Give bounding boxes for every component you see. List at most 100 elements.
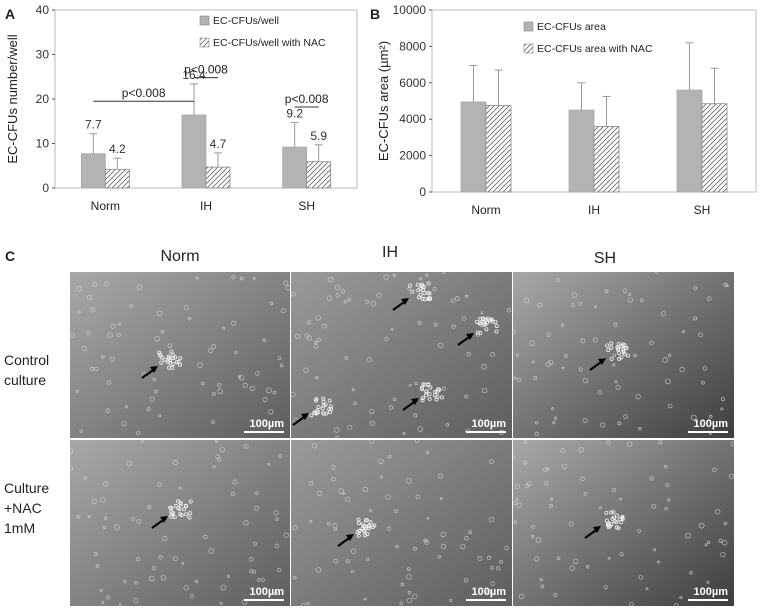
chart-panel-b: 0 2000 4000 6000 8000 10000 EC-CFUs area (µm²)… (376, 3, 757, 217)
cell-dot (718, 538, 723, 543)
colony-cell (178, 502, 183, 507)
cell-dot (437, 554, 442, 559)
colony-cell (426, 281, 431, 286)
colony-cell (360, 522, 365, 527)
legend-label: EC-CFUs area with NAC (537, 43, 653, 55)
cell-dot (623, 414, 628, 419)
cell-dot (244, 444, 249, 449)
cell-dot (572, 558, 579, 564)
colony-cell (616, 526, 621, 531)
cell-dot (303, 367, 309, 373)
cell-dot (600, 422, 606, 428)
cell-dot (622, 288, 628, 293)
cell-dot (262, 396, 268, 403)
cell-dot (438, 342, 444, 348)
colony-cell (493, 319, 498, 324)
cell-dot (633, 353, 637, 358)
cell-dot (378, 458, 384, 464)
colony-cell (360, 526, 365, 531)
cell-dot (524, 483, 530, 488)
cell-dot (441, 543, 447, 549)
cell-dot (116, 332, 121, 337)
cell-dot (277, 356, 282, 360)
arrow-head (598, 358, 606, 365)
cell-dot (136, 519, 141, 524)
cell-dot (70, 333, 75, 338)
cell-dot (606, 440, 611, 445)
cell-dot (315, 567, 322, 573)
cell-dot (220, 584, 227, 591)
cell-dot (619, 552, 624, 557)
cell-dot (136, 284, 143, 291)
cell-dot (301, 603, 307, 606)
cell-dot (330, 465, 336, 470)
cell-dot (181, 562, 185, 565)
column-header-sh: SH (593, 250, 617, 267)
colony-cell (616, 346, 621, 351)
cell-dot (129, 303, 134, 309)
cell-dot (239, 276, 244, 281)
cell-dot (560, 323, 565, 328)
y-tick-label: 30 (36, 48, 50, 62)
cell-dot (513, 455, 515, 459)
cell-dot (665, 483, 670, 488)
cell-dot (162, 535, 168, 541)
cell-dot (187, 316, 192, 321)
cell-dot (252, 276, 256, 280)
cell-dot (425, 273, 429, 277)
cell-dot (702, 366, 708, 371)
cell-dot (486, 589, 491, 595)
cell-dot (656, 560, 660, 564)
micrograph-background (291, 440, 512, 606)
scale-label: 100µm (471, 586, 506, 598)
row-header-nac-line: +NAC (4, 500, 42, 516)
cell-dot (227, 574, 230, 578)
panel-letter-a: A (5, 6, 16, 22)
colony-cell (477, 321, 482, 326)
cell-dot (534, 556, 540, 562)
colony-cell (424, 389, 429, 394)
cell-dot (649, 476, 654, 481)
cell-dot (102, 525, 107, 530)
scale-label: 100µm (471, 418, 506, 430)
cell-dot (158, 414, 162, 418)
cell-dot (217, 383, 222, 388)
cell-dot (515, 497, 519, 502)
cell-dot (645, 587, 649, 591)
cell-dot (531, 524, 535, 529)
cell-dot (594, 305, 598, 309)
colony-cell (426, 382, 431, 387)
cell-dot (523, 460, 528, 465)
cell-dot (577, 301, 582, 306)
cell-dot (627, 441, 633, 447)
cell-dot (612, 363, 616, 367)
row-header-nac: Culture +NAC 1mM (4, 478, 70, 538)
data-label: 4.7 (210, 137, 227, 151)
bar (104, 168, 130, 189)
cell-dot (425, 450, 430, 454)
cell-dot (70, 448, 74, 454)
cell-dot (315, 376, 319, 380)
cell-dot (651, 503, 657, 509)
scale-label: 100µm (693, 418, 728, 430)
cell-dot (720, 397, 725, 402)
cell-dot (693, 316, 698, 321)
colony-cell (481, 322, 486, 327)
y-tick-label: 10 (36, 137, 50, 151)
cell-dot (406, 574, 412, 580)
arrow-head (160, 516, 168, 523)
colony-cell (188, 511, 193, 516)
cell-dot (551, 407, 555, 411)
cell-dot (212, 392, 216, 396)
colony-cell (316, 404, 321, 409)
cell-dot (580, 476, 585, 481)
cell-dot (134, 581, 138, 585)
colony-cell (609, 341, 614, 346)
cell-dot (442, 272, 446, 275)
y-tick-label: 4000 (399, 112, 426, 126)
cell-dot (160, 329, 165, 334)
scale-bar (466, 431, 506, 433)
cell-dot (76, 389, 80, 393)
cell-dot (546, 332, 551, 337)
colony-cell (615, 513, 620, 518)
